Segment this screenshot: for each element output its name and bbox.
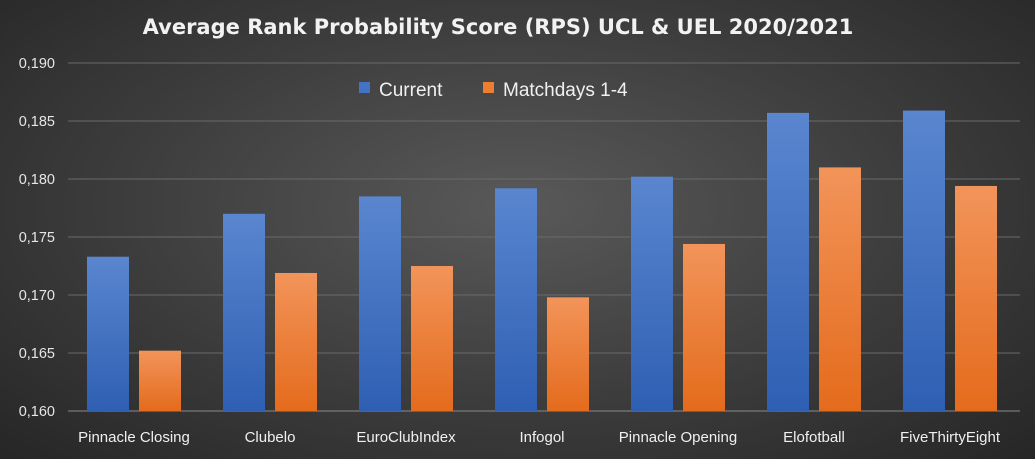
x-category-label: FiveThirtyEight [900,429,1001,446]
legend-label-current: Current [379,80,443,101]
bar-matchdays-pinnacle-opening [683,243,725,411]
y-tick-label: 0,165 [19,346,55,362]
bar-matchdays-fivethirtyeight [955,185,997,411]
y-tick-label: 0,160 [19,404,55,420]
y-tick-label: 0,185 [19,114,55,130]
x-category-label: Clubelo [245,429,296,446]
bar-matchdays-clubelo [275,272,317,411]
x-category-label: Pinnacle Closing [78,429,190,446]
bar-matchdays-elofotball [819,167,861,411]
bar-current-clubelo [223,213,265,411]
bar-current-euroclubindex [359,196,401,411]
legend: Current Matchdays 1-4 [359,80,628,101]
legend-swatch-current [359,82,370,93]
bar-current-elofotball [767,112,809,411]
legend-label-matchdays: Matchdays 1-4 [503,80,628,101]
bar-current-pinnacle-opening [631,176,673,411]
bar-current-infogol [495,188,537,411]
bar-matchdays-pinnacle-closing [139,350,181,411]
x-axis-categories: Pinnacle Closing Clubelo EuroClubIndex Info… [78,429,1001,446]
y-tick-label: 0,170 [19,288,55,304]
bar-current-fivethirtyeight [903,110,945,411]
bar-current-pinnacle-closing [87,256,129,411]
legend-swatch-matchdays [483,82,494,93]
bar-matchdays-infogol [547,297,589,411]
x-category-label: EuroClubIndex [356,429,456,446]
y-axis-ticks: 0,160 0,165 0,170 0,175 0,180 0,185 0,190 [19,56,55,420]
y-tick-label: 0,175 [19,230,55,246]
chart-title: Average Rank Probability Score (RPS) UCL… [143,15,854,39]
gridlines [68,62,1020,412]
x-category-label: Pinnacle Opening [619,429,737,446]
y-tick-label: 0,180 [19,172,55,188]
bar-matchdays-euroclubindex [411,266,453,411]
x-category-label: Elofotball [783,429,845,446]
x-category-label: Infogol [519,429,564,446]
y-tick-label: 0,190 [19,56,55,72]
bars [87,110,997,411]
